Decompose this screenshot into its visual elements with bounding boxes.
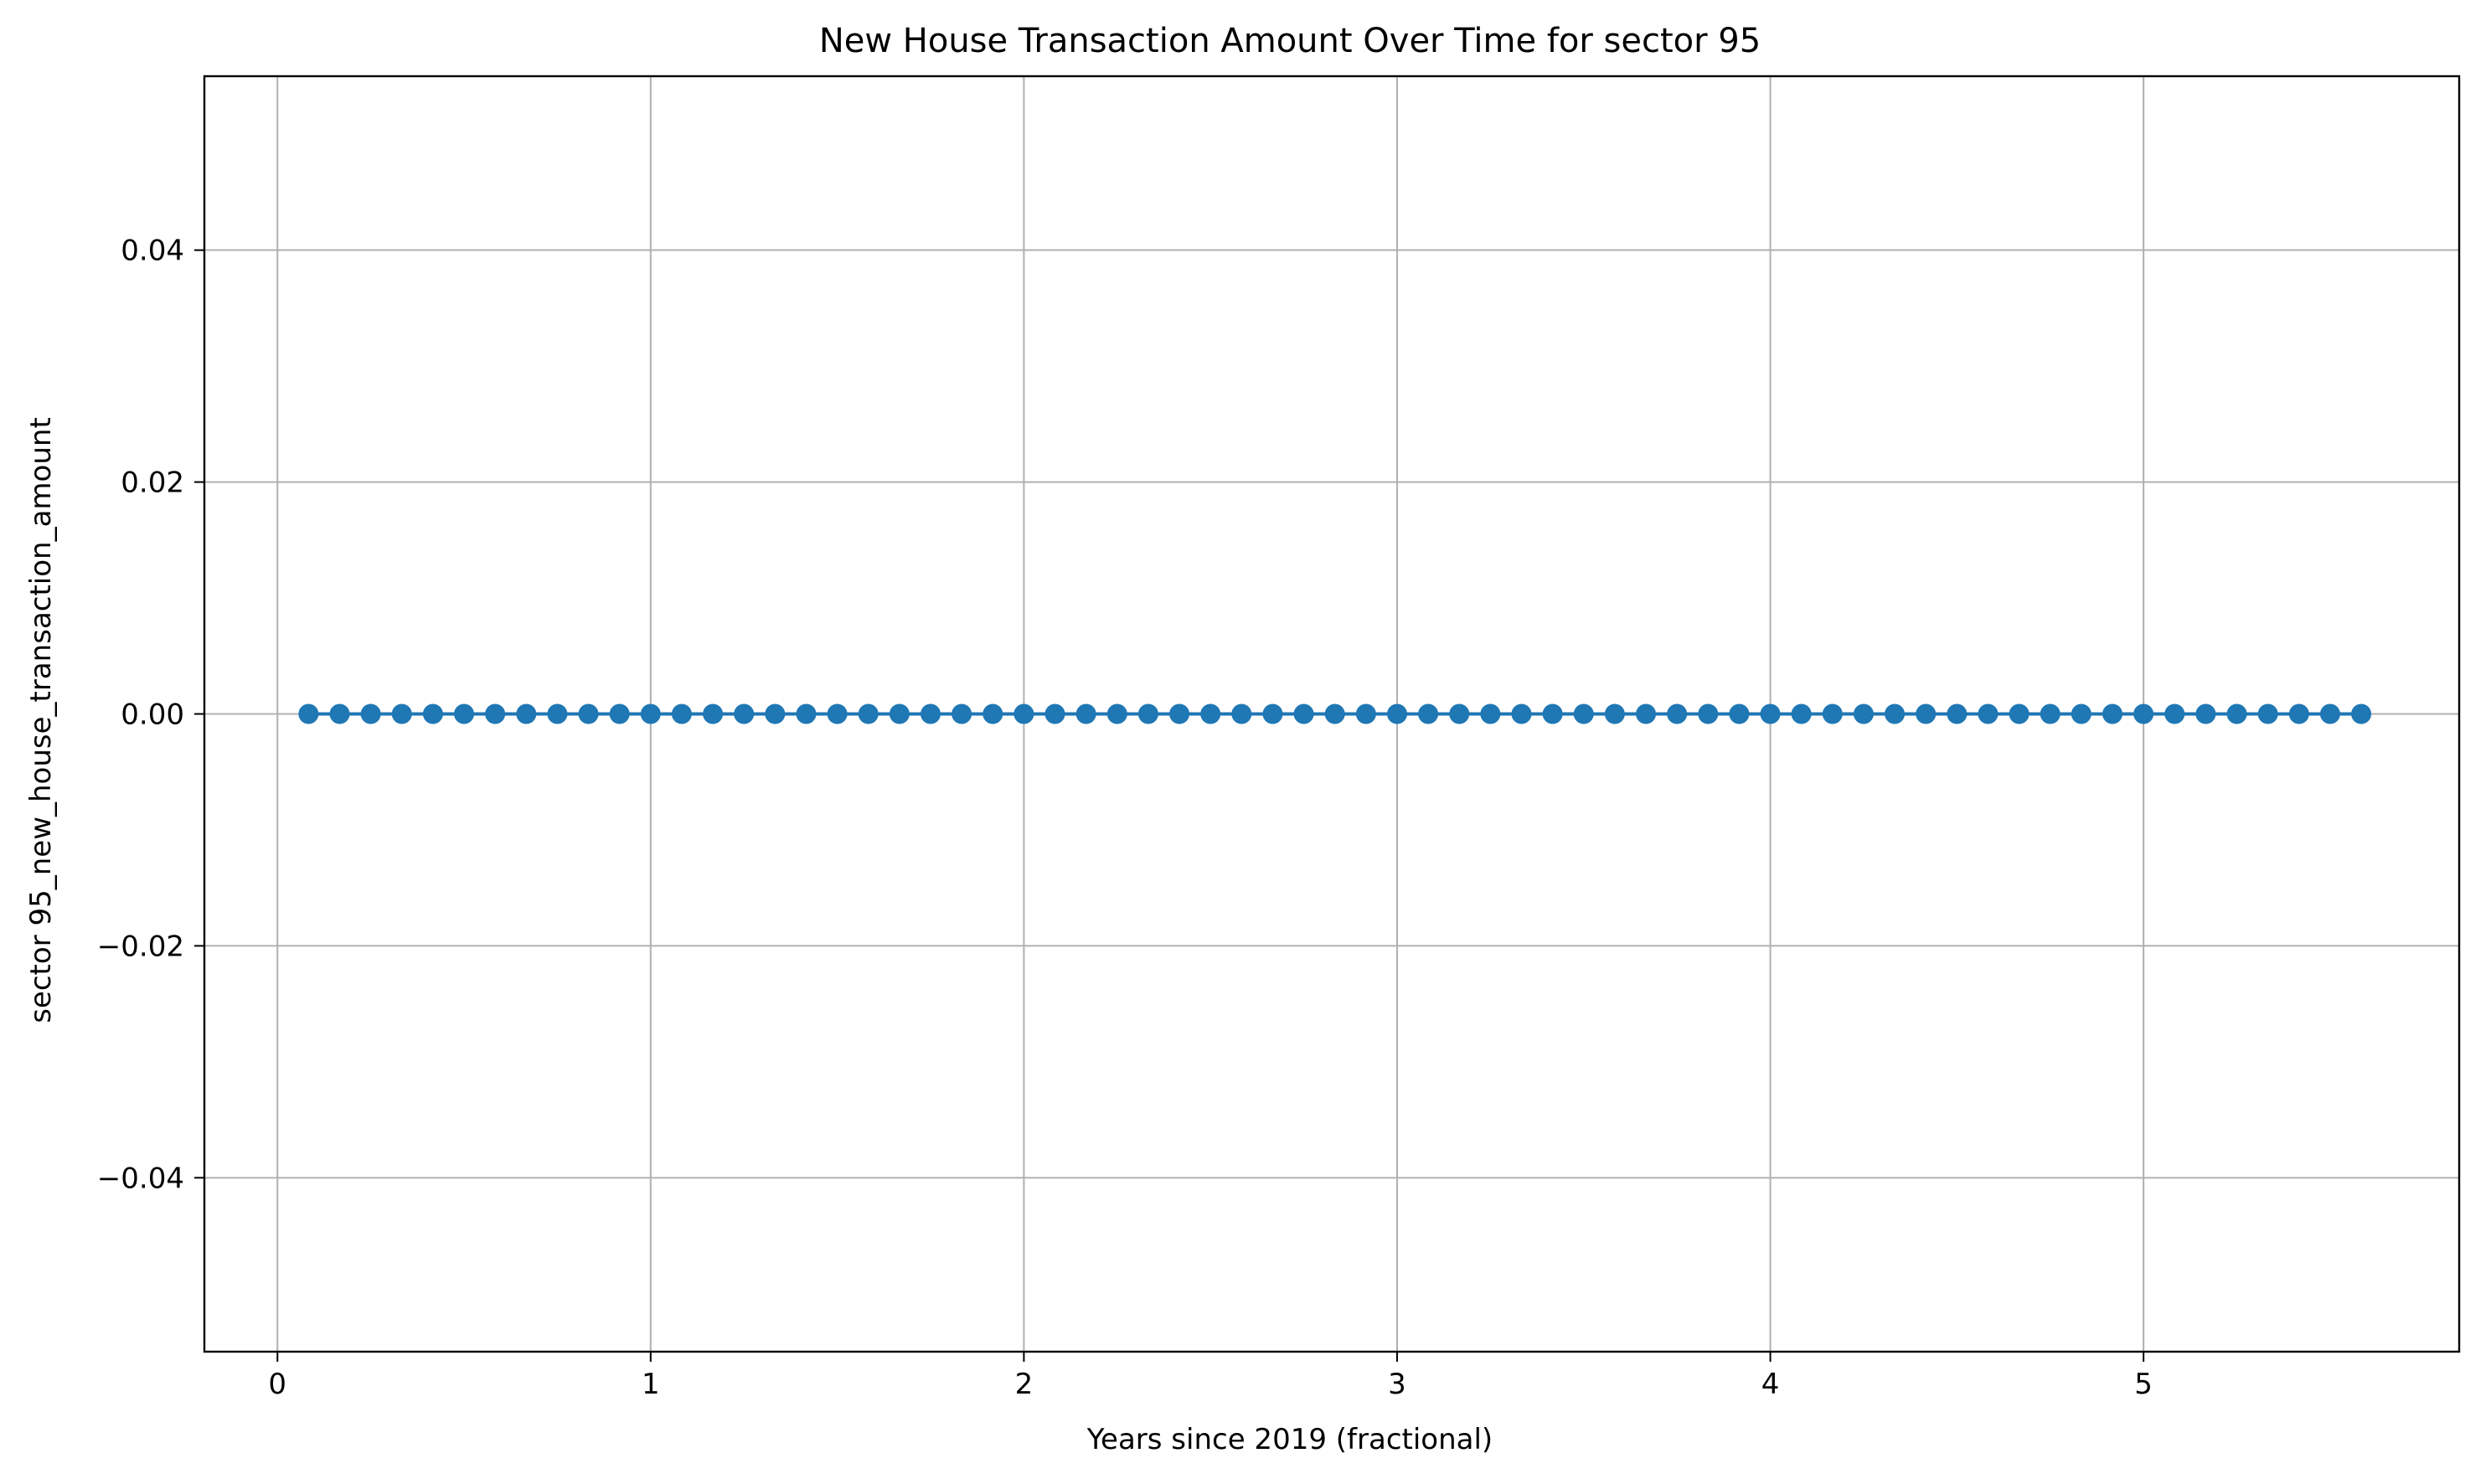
data-point — [703, 703, 724, 724]
data-point — [1324, 703, 1345, 724]
data-point — [1853, 703, 1874, 724]
data-point — [1480, 703, 1501, 724]
data-point — [1947, 703, 1968, 724]
data-point — [422, 703, 443, 724]
data-point — [1885, 703, 1906, 724]
data-point — [2009, 703, 2030, 724]
data-point — [1106, 703, 1127, 724]
data-point — [2102, 703, 2123, 724]
data-point — [1542, 703, 1563, 724]
data-point — [1044, 703, 1065, 724]
data-point — [2351, 703, 2372, 724]
data-point — [1978, 703, 1999, 724]
data-point — [827, 703, 848, 724]
data-point — [858, 703, 879, 724]
data-point — [485, 703, 506, 724]
x-tick-label: 5 — [2134, 1368, 2153, 1401]
data-point — [1729, 703, 1750, 724]
data-point — [2226, 703, 2247, 724]
data-point — [547, 703, 568, 724]
data-point — [952, 703, 972, 724]
data-point — [578, 703, 599, 724]
data-point — [983, 703, 1003, 724]
x-tick-label: 4 — [1761, 1368, 1780, 1401]
data-point — [796, 703, 817, 724]
data-point — [1760, 703, 1781, 724]
y-axis: 0.04 0.02 0.00 −0.02 −0.04 — [97, 234, 204, 1195]
data-point — [1386, 703, 1407, 724]
x-tick-label: 0 — [268, 1368, 286, 1401]
data-series — [298, 703, 2372, 724]
data-point — [765, 703, 786, 724]
data-point — [1511, 703, 1532, 724]
data-point — [391, 703, 412, 724]
data-point — [1355, 703, 1376, 724]
x-tick-label: 1 — [642, 1368, 660, 1401]
chart-title: New House Transaction Amount Over Time f… — [819, 22, 1761, 60]
data-point — [889, 703, 910, 724]
data-point — [1449, 703, 1470, 724]
data-point — [2164, 703, 2185, 724]
data-point — [2195, 703, 2216, 724]
data-point — [1573, 703, 1594, 724]
x-axis-label: Years since 2019 (fractional) — [1086, 1423, 1493, 1456]
data-point — [2257, 703, 2278, 724]
data-point — [1293, 703, 1314, 724]
data-point — [2040, 703, 2060, 724]
data-point — [1916, 703, 1937, 724]
data-point — [2133, 703, 2154, 724]
data-point — [1604, 703, 1625, 724]
x-tick-label: 2 — [1015, 1368, 1034, 1401]
data-point — [454, 703, 475, 724]
data-point — [1791, 703, 1812, 724]
data-point — [1822, 703, 1843, 724]
data-point — [734, 703, 755, 724]
data-point — [360, 703, 381, 724]
y-tick-label: 0.00 — [121, 698, 184, 732]
data-point — [2319, 703, 2340, 724]
y-tick-label: −0.04 — [97, 1162, 184, 1195]
data-point — [298, 703, 319, 724]
data-point — [609, 703, 630, 724]
data-point — [2288, 703, 2309, 724]
data-point — [516, 703, 537, 724]
data-point — [671, 703, 692, 724]
x-tick-label: 3 — [1388, 1368, 1406, 1401]
data-point — [921, 703, 941, 724]
data-point — [1262, 703, 1283, 724]
data-point — [1667, 703, 1688, 724]
data-point — [1636, 703, 1657, 724]
data-point — [1418, 703, 1439, 724]
y-tick-label: −0.02 — [97, 930, 184, 963]
data-point — [1013, 703, 1034, 724]
data-point — [1075, 703, 1096, 724]
data-point — [1231, 703, 1252, 724]
y-tick-label: 0.04 — [121, 234, 184, 268]
data-point — [1169, 703, 1190, 724]
y-tick-label: 0.02 — [121, 466, 184, 500]
data-point — [1698, 703, 1719, 724]
data-point — [1137, 703, 1158, 724]
data-point — [2071, 703, 2091, 724]
y-axis-label: sector 95_new_house_transaction_amount — [24, 417, 58, 1023]
data-point — [1200, 703, 1221, 724]
data-point — [329, 703, 350, 724]
data-point — [640, 703, 661, 724]
x-axis: 0 1 2 3 4 5 — [268, 1352, 2153, 1401]
